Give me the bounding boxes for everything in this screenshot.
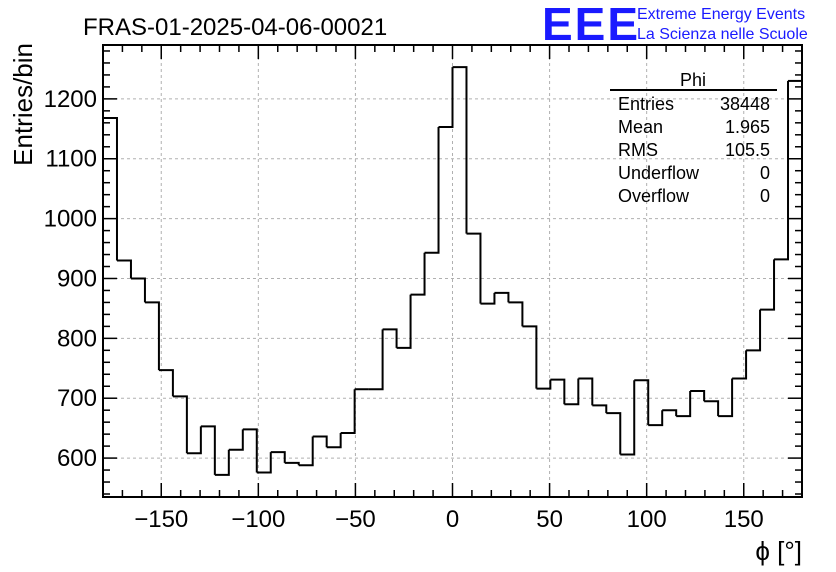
histogram-bin <box>578 377 594 406</box>
histogram-bin <box>158 369 174 397</box>
stats-row-label: RMS <box>618 140 658 160</box>
histogram-bin <box>550 378 566 405</box>
histogram-bin <box>620 380 636 456</box>
histogram-bin <box>256 452 272 474</box>
histogram-bin <box>312 435 328 448</box>
stats-row-value: 38448 <box>720 94 770 114</box>
stats-row-value: 105.5 <box>725 140 770 160</box>
histogram-bin <box>662 409 678 417</box>
y-tick-label: 800 <box>57 325 97 352</box>
histogram-bin <box>438 67 454 129</box>
stats-row-value: 0 <box>760 186 770 206</box>
y-axis-ticks: 600 700 800 900 1000 1100 1200 <box>44 50 802 495</box>
eee-logo-text: EEE <box>542 0 640 50</box>
histogram-bin <box>676 391 692 418</box>
histogram-bin <box>368 329 384 391</box>
y-tick-label: 1200 <box>44 86 97 113</box>
histogram-bin <box>508 301 524 327</box>
histogram-bin <box>704 400 720 417</box>
stats-box: Phi Entries 38448 Mean 1.965 RMS 105.5 Underfl… <box>610 70 777 206</box>
x-tick-label: 0 <box>446 506 459 533</box>
x-tick-label: 50 <box>536 506 563 533</box>
histogram-bin <box>592 404 608 414</box>
histogram-bin <box>718 378 734 418</box>
histogram-bin <box>340 389 356 434</box>
histogram-bin <box>634 379 650 426</box>
histogram-bin <box>130 277 146 303</box>
x-axis-ticks: −150 −100 −50 0 50 100 150 <box>102 45 803 533</box>
y-tick-label: 1100 <box>45 146 97 173</box>
histogram-bin <box>452 66 468 234</box>
y-tick-label: 600 <box>57 445 97 472</box>
histogram-bin <box>466 232 482 304</box>
x-tick-label: 100 <box>627 506 667 533</box>
histogram-bin <box>172 395 188 454</box>
histogram-bin <box>382 328 398 348</box>
x-tick-label: −50 <box>335 506 376 533</box>
x-tick-label: −100 <box>231 506 285 533</box>
x-axis-label: ϕ [°] <box>755 536 802 566</box>
histogram-bin <box>396 294 412 349</box>
stats-row-value: 0 <box>760 163 770 183</box>
histogram-bin <box>606 412 622 455</box>
histogram-bin <box>298 436 314 467</box>
y-tick-label: 900 <box>57 265 97 292</box>
y-tick-label: 1000 <box>44 206 97 233</box>
stats-title: Phi <box>680 70 706 90</box>
histogram-bin <box>116 259 132 279</box>
stats-row-label: Mean <box>618 117 663 137</box>
histogram-bin <box>494 291 510 303</box>
histogram-bin <box>690 390 706 402</box>
histogram-bin <box>746 309 762 352</box>
histogram-bin <box>564 378 580 406</box>
histogram-bin <box>410 252 426 296</box>
histogram-bin <box>760 259 776 311</box>
histogram-bin <box>228 429 244 451</box>
brand-line-2: La Scienza nelle Scuole <box>637 26 808 43</box>
histogram-bin <box>424 127 440 254</box>
histogram-bin <box>522 325 538 389</box>
stats-row-label: Underflow <box>618 163 700 183</box>
histogram-bin <box>326 432 342 449</box>
histogram-bin <box>648 410 664 427</box>
histogram-bin <box>186 426 202 455</box>
stats-row-label: Entries <box>618 94 674 114</box>
brand-line-1: Extreme Energy Events <box>637 6 805 23</box>
histogram-bin <box>536 379 552 390</box>
histogram-bin <box>270 451 286 463</box>
y-axis-label: Entries/bin <box>8 43 38 166</box>
stats-row-value: 1.965 <box>725 117 770 137</box>
x-tick-label: −150 <box>134 506 188 533</box>
histogram-bin <box>480 292 496 305</box>
chart-title: FRAS-01-2025-04-06-00021 <box>83 14 387 41</box>
histogram-bin <box>144 301 160 371</box>
histogram-bin <box>242 428 258 473</box>
histogram-bin <box>732 350 748 380</box>
x-tick-label: 150 <box>724 506 764 533</box>
histogram-bin <box>200 425 216 475</box>
y-tick-label: 700 <box>57 385 97 412</box>
eee-logo: EEE Extreme Energy Events La Scienza nel… <box>542 0 808 50</box>
stats-row-label: Overflow <box>618 186 690 206</box>
histogram-bin <box>214 449 230 476</box>
histogram-bin <box>774 80 790 261</box>
